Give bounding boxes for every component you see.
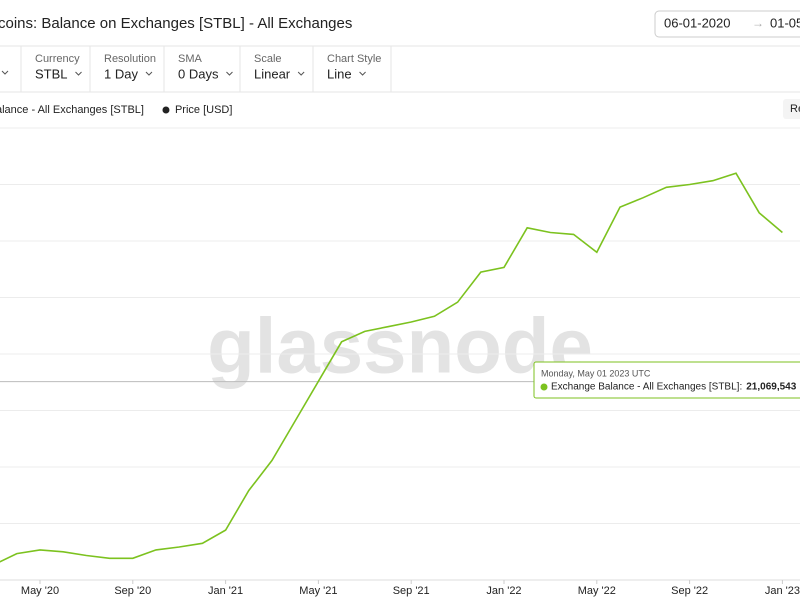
tooltip-value: 21,069,543 bbox=[746, 382, 796, 393]
toolbar-value[interactable]: 0 Days bbox=[178, 66, 219, 81]
legend-label[interactable]: alance - All Exchanges [STBL] bbox=[0, 104, 144, 116]
date-range[interactable] bbox=[654, 10, 800, 38]
chevron[interactable] bbox=[359, 71, 366, 76]
tooltip bbox=[533, 361, 800, 399]
toolbar-value[interactable]: Linear bbox=[254, 66, 291, 81]
chevron[interactable] bbox=[226, 71, 233, 76]
series-line bbox=[0, 172, 783, 563]
toolbar-label: Resolution bbox=[104, 53, 156, 65]
toolbar-value[interactable]: STBL bbox=[35, 66, 68, 81]
date-from[interactable]: 06-01-2020 bbox=[664, 15, 731, 30]
tooltip-date: Monday, May 01 2023 UTC bbox=[541, 368, 651, 378]
page-title: coins: Balance on Exchanges [STBL] - All… bbox=[0, 15, 352, 32]
toolbar-label: Scale bbox=[254, 53, 282, 65]
tooltip-dot bbox=[540, 383, 548, 391]
x-tick-label: May '20 bbox=[21, 585, 59, 597]
chevron[interactable] bbox=[1, 70, 9, 75]
watermark: glassnode bbox=[207, 302, 593, 390]
toolbar-label: SMA bbox=[178, 53, 203, 65]
legend-dot bbox=[162, 106, 170, 114]
toolbar-value[interactable]: 1 Day bbox=[104, 66, 138, 81]
x-tick-label: Sep '20 bbox=[114, 585, 151, 597]
chevron[interactable] bbox=[145, 71, 153, 76]
x-tick-label: May '22 bbox=[578, 585, 616, 597]
toolbar-label: Currency bbox=[35, 53, 80, 65]
toolbar-value[interactable]: Line bbox=[327, 66, 352, 81]
x-tick-label: Sep '22 bbox=[671, 585, 708, 597]
chevron[interactable] bbox=[75, 71, 82, 76]
legend-label[interactable]: Price [USD] bbox=[175, 104, 232, 116]
date-arrow: → bbox=[752, 16, 764, 30]
x-tick-label: May '21 bbox=[299, 585, 337, 597]
x-tick-label: Sep '21 bbox=[393, 585, 430, 597]
reset-label[interactable]: Re bbox=[790, 103, 800, 115]
toolbar-label: Chart Style bbox=[327, 53, 381, 65]
x-tick-label: Jan '23 bbox=[765, 585, 800, 597]
reset-button[interactable] bbox=[783, 99, 800, 119]
x-tick-label: Jan '21 bbox=[208, 585, 243, 597]
chevron[interactable] bbox=[297, 71, 305, 76]
date-to[interactable]: 01-05 bbox=[770, 15, 800, 30]
x-tick-label: Jan '22 bbox=[486, 585, 521, 597]
tooltip-label: Exchange Balance - All Exchanges [STBL]: bbox=[551, 382, 742, 393]
